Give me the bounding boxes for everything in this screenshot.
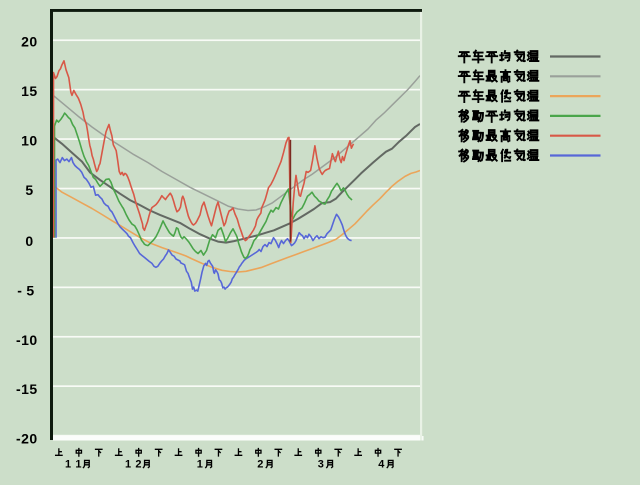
svg-text:2: 2	[257, 459, 263, 471]
svg-text:-5: -5	[17, 282, 38, 298]
svg-text:3: 3	[318, 459, 324, 471]
svg-text:20: 20	[21, 34, 38, 50]
svg-text:1: 1	[125, 459, 131, 471]
svg-text:15: 15	[21, 83, 38, 99]
svg-text:4: 4	[378, 459, 385, 471]
svg-text:-15: -15	[16, 381, 38, 397]
svg-text:5: 5	[25, 182, 33, 198]
svg-text:0: 0	[25, 233, 33, 249]
svg-text:1: 1	[75, 459, 81, 471]
svg-text:1: 1	[65, 459, 71, 471]
svg-text:1: 1	[197, 459, 203, 471]
svg-text:2: 2	[135, 459, 141, 471]
svg-text:-10: -10	[16, 332, 38, 348]
svg-text:-20: -20	[16, 431, 38, 447]
svg-text:10: 10	[21, 132, 38, 148]
